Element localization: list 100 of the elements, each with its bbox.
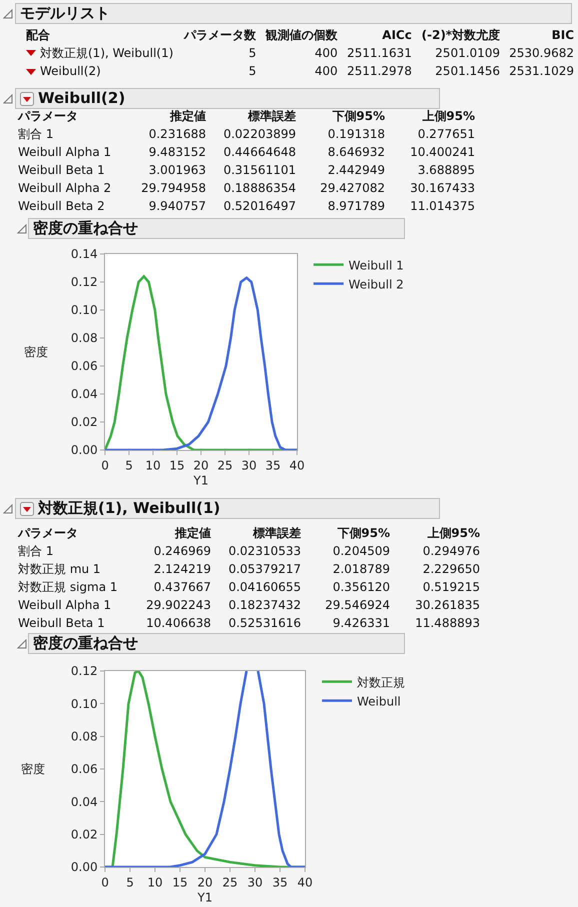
y-tick-label: 0.06	[70, 762, 98, 776]
x-tick-label: 0	[101, 458, 109, 472]
text: 0.519215	[422, 580, 480, 594]
text: 2530.9682	[509, 46, 574, 60]
text: 0.31561101	[223, 163, 296, 177]
text: モデルリスト	[20, 3, 110, 24]
x-tick-label: 15	[169, 458, 185, 472]
category-label: Weibull Alpha 2	[18, 181, 112, 195]
category-label: 推定値	[174, 524, 212, 542]
text: 10.406638	[146, 616, 211, 630]
text: 400	[314, 64, 338, 78]
text: 5	[248, 46, 256, 60]
text: 0.18237432	[228, 598, 301, 612]
category-label: 下側95%	[336, 524, 391, 542]
category-label: 下側95%	[331, 108, 386, 124]
text: 2531.1029	[509, 64, 574, 78]
text: 0.246969	[154, 544, 211, 558]
text: 9.426331	[332, 616, 390, 630]
text: 8.646932	[328, 145, 385, 159]
x-tick-label: 35	[265, 458, 281, 472]
y-tick-label: 0.08	[70, 730, 98, 744]
y-tick-label: 0.06	[70, 359, 98, 374]
text: Weibull(2)	[38, 88, 126, 109]
category-label: 推定値	[168, 108, 207, 124]
text: 2501.0109	[435, 46, 500, 60]
text: 0.52016497	[223, 199, 296, 213]
category-label: 上側95%	[426, 524, 481, 542]
category-label: BIC	[550, 27, 575, 44]
text: 0.231688	[148, 127, 206, 141]
text: 11.488893	[415, 616, 480, 630]
text: 30.261835	[415, 598, 480, 612]
text: 10.400241	[410, 145, 475, 159]
text: 0.191318	[328, 127, 385, 141]
text: 0.52531616	[228, 616, 301, 630]
x-tick-label: 25	[222, 875, 238, 890]
y-tick-label: 0.12	[70, 275, 98, 290]
x-tick-label: 20	[193, 458, 209, 472]
text: 400	[314, 46, 338, 60]
category-label: Weibull Beta 1	[18, 616, 105, 630]
category-label: 上側95%	[421, 108, 476, 124]
y-tick-label: 0.00	[70, 443, 98, 458]
y-tick-label: 0.00	[70, 860, 98, 874]
category-label: 標準誤差	[246, 108, 297, 124]
y-tick-label: 0.14	[70, 247, 98, 262]
category-label: Weibull(2)	[40, 64, 101, 78]
text: 29.427082	[320, 181, 385, 195]
chart-title: 密度の重ね合せ	[33, 633, 138, 654]
text: 9.483152	[148, 145, 206, 159]
text: 0.277651	[418, 127, 475, 141]
y-tick-label: 0.04	[70, 794, 98, 809]
y-tick-label: 0.12	[70, 664, 98, 678]
category-label: パラメータ	[16, 524, 79, 542]
x-tick-label: 40	[289, 458, 305, 472]
category-label: パラメータ数	[182, 26, 258, 44]
legend-label: 対数正規	[357, 675, 405, 690]
text: 2.442949	[328, 163, 385, 177]
category-label: 配合	[25, 26, 51, 44]
text: 2.018789	[332, 562, 390, 576]
text: 0.18886354	[223, 181, 296, 195]
chart-title: 密度の重ね合せ	[33, 218, 138, 239]
category-label: 対数正規(1), Weibull(1)	[40, 46, 174, 60]
category-label: 観測値の個数	[264, 26, 339, 44]
x-tick-label: 15	[172, 875, 188, 890]
category-label: Weibull Beta 1	[18, 163, 105, 177]
text: 8.971789	[328, 199, 385, 213]
text: 29.794958	[141, 181, 206, 195]
y-tick-label: 0.10	[70, 303, 98, 318]
x-tick-label: 0	[101, 875, 109, 890]
text: 3.688895	[418, 163, 475, 177]
text: 0.02203899	[223, 127, 296, 141]
text: 11.014375	[410, 199, 475, 213]
category-label: 対数正規 mu 1	[18, 562, 101, 576]
category-label: 割合 1	[18, 544, 54, 558]
x-tick-label: 30	[247, 875, 263, 890]
text: 0.04160655	[228, 580, 301, 594]
text: 2.229650	[422, 562, 480, 576]
text: 29.902243	[146, 598, 211, 612]
y-tick-label: 0.10	[70, 696, 98, 711]
category-label: Weibull Alpha 1	[18, 145, 112, 159]
x-tick-label: 5	[125, 458, 133, 472]
text: 5	[248, 64, 256, 78]
category-label: パラメータ	[16, 108, 79, 124]
category-label: AICc	[381, 27, 413, 44]
text: 対数正規(1), Weibull(1)	[38, 498, 220, 519]
legend-label: Weibull	[357, 694, 401, 708]
category-label: 割合 1	[18, 126, 54, 140]
text: 0.437667	[154, 580, 211, 594]
x-axis-title: Y1	[196, 890, 212, 904]
x-tick-label: 25	[217, 458, 233, 472]
y-tick-label: 0.08	[70, 331, 98, 346]
text: 3.001963	[148, 163, 206, 177]
text: 0.44664648	[223, 145, 296, 159]
text: 30.167433	[410, 181, 475, 195]
category-label: Weibull Beta 2	[18, 199, 105, 213]
y-tick-label: 0.02	[70, 828, 98, 842]
legend-label: Weibull 2	[348, 277, 404, 292]
category-label: Weibull Alpha 1	[18, 598, 112, 612]
text: 0.02310533	[228, 544, 301, 558]
x-tick-label: 20	[197, 875, 213, 890]
text: 0.294976	[422, 544, 480, 558]
